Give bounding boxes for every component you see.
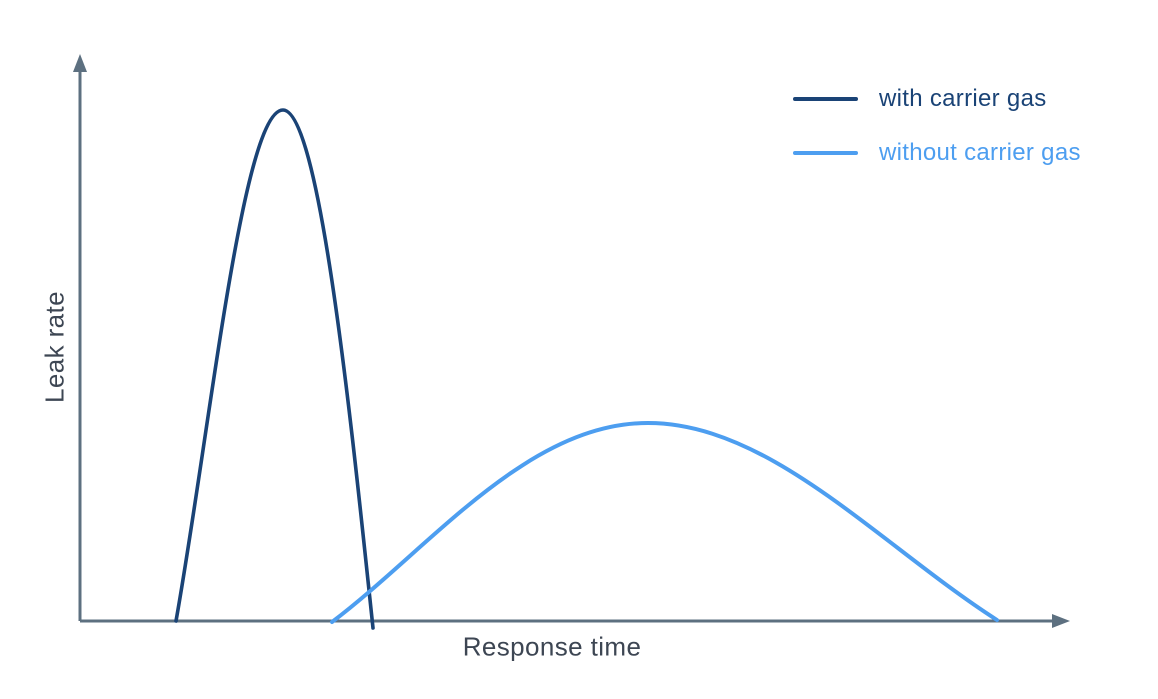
legend-label-without-carrier-gas: without carrier gas (879, 138, 1081, 166)
curve-without-carrier-gas (330, 420, 999, 624)
legend-label-with-carrier-gas: with carrier gas (879, 84, 1047, 112)
legend-line-sample-with-carrier-gas (793, 96, 858, 101)
y-axis-arrow-icon (73, 54, 87, 72)
legend: with carrier gas without carrier gas (793, 84, 1081, 167)
x-axis-label: Response time (462, 631, 642, 662)
legend-line-sample-without-carrier-gas (793, 150, 858, 155)
legend-item-without-carrier-gas: without carrier gas (793, 138, 1081, 167)
y-axis-label: Leak rate (39, 290, 70, 404)
curve-with-carrier-gas (174, 108, 375, 630)
legend-item-with-carrier-gas: with carrier gas (793, 84, 1081, 113)
x-axis-arrow-icon (1052, 614, 1070, 628)
